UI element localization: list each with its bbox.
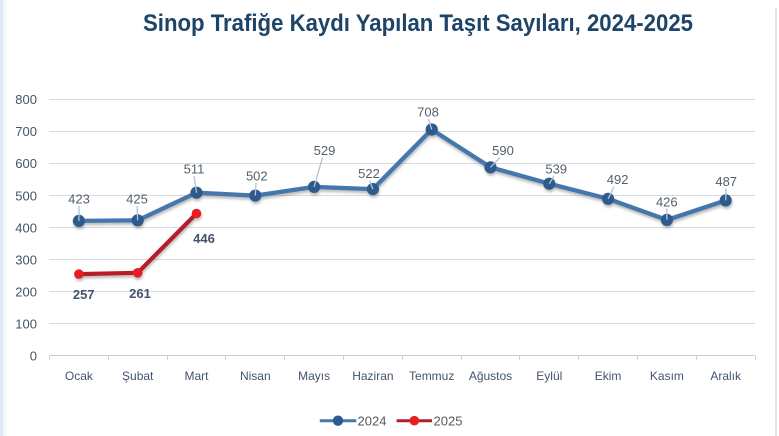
svg-text:426: 426 xyxy=(656,194,678,209)
svg-text:539: 539 xyxy=(545,162,567,177)
svg-text:Kasım: Kasım xyxy=(650,369,684,383)
svg-text:Ekim: Ekim xyxy=(595,369,622,383)
svg-text:487: 487 xyxy=(715,174,737,189)
svg-text:446: 446 xyxy=(193,231,215,246)
svg-text:Haziran: Haziran xyxy=(352,369,393,383)
svg-text:2025: 2025 xyxy=(434,413,463,428)
svg-text:800: 800 xyxy=(15,92,37,107)
svg-text:492: 492 xyxy=(607,172,629,187)
svg-text:200: 200 xyxy=(15,285,37,300)
svg-text:Ocak: Ocak xyxy=(65,369,94,383)
svg-text:Şubat: Şubat xyxy=(122,369,154,383)
svg-text:0: 0 xyxy=(30,349,37,364)
svg-text:511: 511 xyxy=(184,162,205,177)
svg-text:Ağustos: Ağustos xyxy=(469,369,512,383)
svg-text:Nisan: Nisan xyxy=(240,369,271,383)
svg-text:257: 257 xyxy=(73,287,95,302)
svg-text:261: 261 xyxy=(129,286,151,301)
svg-text:Aralık: Aralık xyxy=(710,369,742,383)
svg-text:Sinop Trafiğe Kaydı Yapılan Ta: Sinop Trafiğe Kaydı Yapılan Taşıt Sayıla… xyxy=(143,10,693,37)
svg-text:700: 700 xyxy=(15,124,37,139)
svg-text:522: 522 xyxy=(358,166,380,181)
svg-text:600: 600 xyxy=(15,156,37,171)
svg-text:500: 500 xyxy=(15,188,37,203)
svg-text:300: 300 xyxy=(15,252,37,267)
svg-text:Eylül: Eylül xyxy=(536,369,562,383)
svg-text:2024: 2024 xyxy=(358,413,387,428)
svg-text:423: 423 xyxy=(68,191,90,206)
svg-text:Temmuz: Temmuz xyxy=(409,369,454,383)
svg-text:100: 100 xyxy=(15,317,37,332)
svg-text:400: 400 xyxy=(15,220,37,235)
svg-text:Mayıs: Mayıs xyxy=(298,369,330,383)
svg-text:425: 425 xyxy=(126,191,148,206)
svg-text:502: 502 xyxy=(246,169,268,184)
svg-text:529: 529 xyxy=(314,143,336,158)
svg-text:590: 590 xyxy=(492,143,514,158)
svg-text:Mart: Mart xyxy=(185,369,210,383)
svg-text:708: 708 xyxy=(417,105,439,120)
